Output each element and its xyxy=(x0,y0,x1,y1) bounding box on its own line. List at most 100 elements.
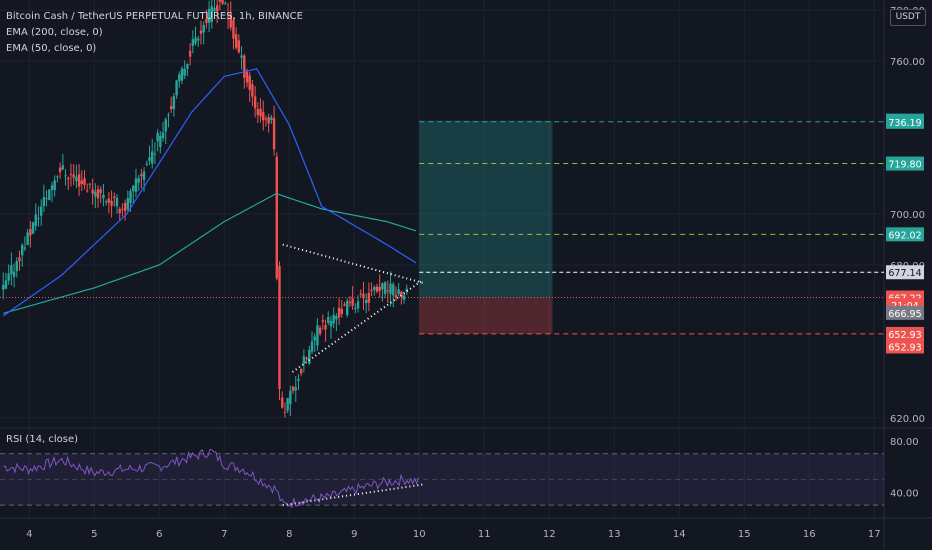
candle-body xyxy=(370,289,373,291)
candle-body xyxy=(137,177,140,183)
candle-body xyxy=(243,55,246,78)
candle-body xyxy=(207,8,211,23)
candle-body xyxy=(2,284,5,290)
candle-body xyxy=(267,117,270,124)
time-tick-3: 7 xyxy=(221,529,227,540)
candle-body xyxy=(256,108,260,116)
candle-body xyxy=(400,291,403,297)
currency-label[interactable]: USDT xyxy=(890,9,926,26)
time-tick-12: 16 xyxy=(803,529,816,540)
profit-zone xyxy=(419,120,553,298)
candle-body xyxy=(294,387,297,391)
candle-body xyxy=(240,55,243,58)
candle-body xyxy=(337,307,341,318)
candle-body xyxy=(264,118,268,120)
candle-body xyxy=(113,196,116,198)
candle-body xyxy=(42,197,46,206)
price-badge-8: 652.93 xyxy=(888,330,921,341)
candle-body xyxy=(77,174,81,187)
candle-body xyxy=(289,390,292,405)
candle-body xyxy=(94,191,97,197)
candle-body xyxy=(286,397,289,411)
candle-body xyxy=(115,197,119,207)
triangle-pattern-drawing[interactable] xyxy=(282,243,424,507)
price-badge-bg-1 xyxy=(886,114,924,129)
candle-body xyxy=(107,198,111,203)
price-tick-2: 700.00 xyxy=(890,210,925,221)
candle-body xyxy=(132,185,135,192)
price-badge-9: 652.93 xyxy=(888,342,921,353)
candle-body xyxy=(310,341,314,352)
candle-body xyxy=(291,386,295,391)
candle-body xyxy=(332,314,335,324)
candle-body xyxy=(392,284,395,296)
candle-body xyxy=(194,37,197,44)
time-tick-6: 10 xyxy=(413,529,426,540)
candle-body xyxy=(56,176,59,178)
candle-body xyxy=(15,261,18,272)
candle-body xyxy=(37,218,40,220)
triangle-lower-line xyxy=(291,279,424,373)
candle-body xyxy=(272,118,276,150)
candle-body xyxy=(7,273,10,281)
candle-body xyxy=(318,327,322,334)
candle-body xyxy=(232,20,235,39)
candle-body xyxy=(389,283,392,294)
candle-body xyxy=(21,244,24,256)
long-position-tool[interactable] xyxy=(419,120,553,334)
candle-body xyxy=(123,202,127,212)
candle-body xyxy=(72,174,75,178)
candle-body xyxy=(142,171,146,181)
rsi-legend[interactable]: RSI (14, close) xyxy=(6,434,79,445)
candle-body xyxy=(378,286,381,292)
candle-body xyxy=(386,290,390,292)
ema50-legend[interactable]: EMA (50, close, 0) xyxy=(6,43,97,54)
candle-body xyxy=(224,3,227,5)
time-tick-8: 12 xyxy=(543,529,556,540)
candle-body xyxy=(373,287,376,290)
time-tick-5: 9 xyxy=(351,529,357,540)
time-tick-0: 4 xyxy=(26,529,32,540)
candle-body xyxy=(175,80,178,96)
candle-body xyxy=(351,298,354,306)
candle-body xyxy=(245,71,249,83)
candle-body xyxy=(251,84,254,97)
price-badge-3: 692.02 xyxy=(888,230,921,241)
candle-body xyxy=(118,208,121,214)
candle-body xyxy=(262,112,265,121)
candle-body xyxy=(31,222,35,234)
candle-body xyxy=(381,283,384,290)
ema-lines xyxy=(2,68,417,317)
candle-body xyxy=(126,197,130,210)
candle-body xyxy=(151,151,154,164)
symbol-title[interactable]: Bitcoin Cash / TetherUS PERPETUAL FUTURE… xyxy=(6,11,303,22)
candlestick-series xyxy=(2,0,408,418)
price-level-lines xyxy=(0,121,884,335)
candle-body xyxy=(346,300,349,316)
candle-body xyxy=(305,357,308,360)
candle-body xyxy=(229,13,232,28)
time-tick-9: 13 xyxy=(608,529,621,540)
price-tick-1: 760.00 xyxy=(890,57,925,68)
candle-body xyxy=(156,132,159,142)
candle-body xyxy=(234,34,238,48)
time-tick-1: 5 xyxy=(91,529,97,540)
candle-body xyxy=(183,68,186,76)
time-axis[interactable]: 4 5 6 7 8 9 10 11 12 13 14 15 16 17 xyxy=(26,529,881,540)
candle-body xyxy=(18,257,21,262)
candle-body xyxy=(53,180,56,191)
candle-body xyxy=(178,74,181,82)
ema50-line xyxy=(2,68,417,317)
ema200-legend[interactable]: EMA (200, close, 0) xyxy=(6,27,103,38)
candle-body xyxy=(148,157,151,161)
candle-body xyxy=(359,293,362,295)
price-badge-bg-2 xyxy=(886,156,924,171)
candle-body xyxy=(83,178,86,185)
candle-body xyxy=(316,325,319,346)
candle-body xyxy=(356,301,360,309)
rsi-line xyxy=(3,448,420,509)
price-axis[interactable]: 780.00760.00700.00680.00620.0080.0040.00… xyxy=(886,6,925,499)
candle-body xyxy=(12,271,16,277)
